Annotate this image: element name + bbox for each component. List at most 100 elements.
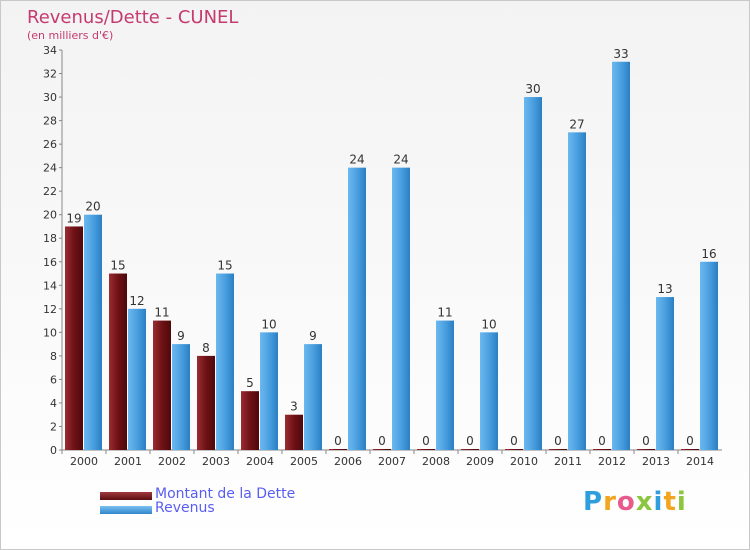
bar-revenus [436, 320, 454, 450]
proxiti-logo: Proxiti [583, 487, 687, 517]
data-label-dette: 0 [642, 434, 650, 448]
x-tick-label: 2003 [202, 455, 230, 468]
y-tick-label: 30 [43, 91, 57, 104]
bar-revenus [84, 214, 102, 450]
y-tick-label: 2 [50, 420, 57, 433]
y-tick-label: 20 [43, 209, 57, 222]
legend-swatch-revenus [100, 506, 152, 514]
bar-revenus [656, 297, 674, 450]
x-tick-label: 2011 [554, 455, 582, 468]
logo-letter: i [653, 487, 664, 517]
bar-revenus [216, 273, 234, 450]
bar-dette [329, 449, 347, 450]
bar-dette [65, 226, 83, 450]
data-label-revenus: 27 [569, 117, 584, 131]
data-label-dette: 0 [422, 434, 430, 448]
x-tick-label: 2001 [114, 455, 142, 468]
x-tick-label: 2010 [510, 455, 538, 468]
bar-dette [549, 449, 567, 450]
data-label-dette: 0 [378, 434, 386, 448]
bar-dette [153, 320, 171, 450]
data-label-revenus: 10 [481, 317, 496, 331]
bar-revenus [348, 167, 366, 450]
bar-revenus [480, 332, 498, 450]
x-tick-label: 2008 [422, 455, 450, 468]
x-tick-label: 2013 [642, 455, 670, 468]
bar-dette [197, 355, 215, 450]
bar-dette [681, 449, 699, 450]
chart-title: Revenus/Dette - CUNEL [27, 7, 239, 28]
data-label-revenus: 13 [657, 282, 672, 296]
bar-revenus [304, 344, 322, 450]
data-label-dette: 3 [290, 400, 298, 414]
y-tick-label: 22 [43, 185, 57, 198]
bar-revenus [128, 308, 146, 450]
legend-label-dette: Montant de la Dette [155, 486, 296, 502]
bar-dette [461, 449, 479, 450]
x-tick-label: 2002 [158, 455, 186, 468]
data-label-revenus: 15 [217, 259, 232, 273]
y-tick-label: 4 [50, 397, 57, 410]
data-label-dette: 0 [510, 434, 518, 448]
bar-dette [505, 449, 523, 450]
data-label-dette: 0 [554, 434, 562, 448]
logo-letter: o [616, 487, 636, 517]
bar-dette [417, 449, 435, 450]
bar-revenus [612, 61, 630, 450]
x-tick-label: 2014 [686, 455, 714, 468]
data-label-revenus: 24 [349, 153, 364, 167]
data-label-dette: 0 [334, 434, 342, 448]
logo-letter: r [603, 487, 617, 517]
y-tick-label: 18 [43, 232, 57, 245]
data-label-dette: 0 [466, 434, 474, 448]
bar-dette [593, 449, 611, 450]
data-label-revenus: 30 [525, 82, 540, 96]
bar-dette [373, 449, 391, 450]
bar-dette [241, 391, 259, 450]
y-tick-label: 8 [50, 350, 57, 363]
x-tick-label: 2006 [334, 455, 362, 468]
data-label-dette: 0 [686, 434, 694, 448]
x-tick-label: 2007 [378, 455, 406, 468]
y-tick-label: 0 [50, 444, 57, 457]
y-tick-label: 6 [50, 373, 57, 386]
bar-revenus [700, 261, 718, 450]
data-label-revenus: 9 [309, 329, 317, 343]
x-tick-label: 2012 [598, 455, 626, 468]
logo-letter: t [663, 487, 677, 517]
logo-letter: P [583, 487, 604, 517]
x-tick-label: 2005 [290, 455, 318, 468]
bar-revenus [568, 132, 586, 450]
legend-label-revenus: Revenus [155, 500, 215, 516]
y-tick-label: 28 [43, 115, 57, 128]
data-label-dette: 8 [202, 341, 210, 355]
y-tick-label: 26 [43, 138, 57, 151]
y-tick-label: 34 [43, 44, 57, 57]
chart-subtitle: (en milliers d'€) [27, 29, 114, 42]
logo-letter: x [635, 487, 654, 517]
bar-revenus [392, 167, 410, 450]
data-label-dette: 5 [246, 376, 254, 390]
data-label-dette: 15 [110, 259, 125, 273]
y-tick-label: 24 [43, 162, 57, 175]
data-label-revenus: 9 [177, 329, 185, 343]
y-tick-label: 32 [43, 68, 57, 81]
x-tick-label: 2000 [70, 455, 98, 468]
data-label-revenus: 10 [261, 317, 276, 331]
y-tick-label: 16 [43, 256, 57, 269]
logo-letter: i [676, 487, 687, 517]
data-label-dette: 0 [598, 434, 606, 448]
data-label-revenus: 20 [85, 200, 100, 214]
bar-revenus [172, 344, 190, 450]
x-tick-label: 2004 [246, 455, 274, 468]
bar-dette [285, 414, 303, 450]
bar-revenus [524, 97, 542, 450]
y-tick-label: 10 [43, 326, 57, 339]
bar-dette [109, 273, 127, 450]
data-label-dette: 19 [66, 211, 81, 225]
bar-dette [637, 449, 655, 450]
data-label-revenus: 16 [701, 247, 716, 261]
y-tick-label: 12 [43, 303, 57, 316]
x-tick-label: 2009 [466, 455, 494, 468]
